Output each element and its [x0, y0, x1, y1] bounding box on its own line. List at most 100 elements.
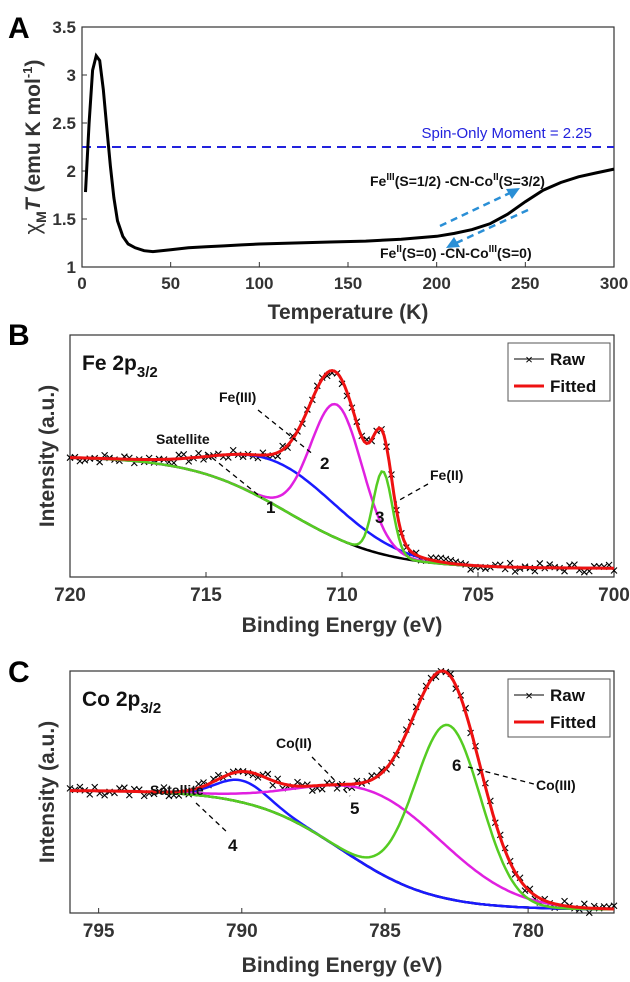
a-xtick-label: 250	[511, 274, 539, 293]
raw-data-point	[580, 900, 588, 908]
ann-lower-co-rest: (S=0)	[497, 245, 532, 261]
xtick-label: 790	[226, 921, 258, 942]
peak-num-4: 4	[228, 836, 238, 855]
annotation-high-spin: FeIII(S=1/2) -CN-CoII(S=3/2)	[370, 172, 545, 189]
legend-box-c	[507, 678, 611, 738]
raw-data-point	[91, 783, 99, 791]
panel-c: C Co 2p3/2 795 790 785 780 × Raw Fitted Co(…	[8, 656, 618, 977]
raw-data-point	[180, 450, 188, 458]
ann-upper-fe-sup: III	[386, 172, 395, 183]
panel-b-xticks: 720 715 710 705 700	[54, 572, 630, 606]
panel-b-ylabel: Intensity (a.u.)	[36, 385, 59, 527]
label-fe-satellite: Satellite	[156, 431, 210, 447]
raw-data-point	[96, 458, 104, 466]
raw-data-point	[294, 778, 301, 786]
raw-data-point	[160, 784, 168, 791]
panel-b-legend: × Raw Fitted	[507, 342, 611, 402]
peak-num-5: 5	[350, 799, 359, 818]
raw-data-point	[76, 783, 84, 791]
raw-data-point	[437, 554, 445, 562]
a-ytick-label: 3	[67, 66, 76, 85]
legend-fitted-label: Fitted	[550, 377, 596, 396]
raw-data-point	[125, 791, 133, 799]
arrow-down-head	[446, 237, 460, 248]
raw-data-point	[101, 791, 109, 799]
panel-c-ylabel: Intensity (a.u.)	[36, 721, 59, 863]
xtick-label: 705	[462, 585, 494, 606]
raw-data-point	[308, 787, 316, 794]
raw-data-point	[269, 781, 277, 789]
panel-a-yticks: 1 1.5 2 2.5 3 3.5	[52, 18, 87, 277]
raw-data-point	[511, 568, 519, 575]
legend-raw-marker: ×	[525, 352, 533, 367]
arrow-up	[439, 190, 513, 228]
raw-data-point	[264, 770, 272, 778]
peak-6-co-iii	[70, 723, 614, 911]
peak-num-1: 1	[266, 498, 275, 517]
a-xtick-label: 100	[245, 274, 273, 293]
panel-c-letter: C	[8, 656, 30, 689]
xtick-label: 700	[598, 585, 630, 606]
raw-data-point	[318, 785, 326, 793]
peak-num-6: 6	[452, 756, 461, 775]
legend-raw-label-c: Raw	[550, 686, 586, 705]
chiT-curve	[84, 52, 615, 254]
peak-2-fe-iii	[70, 402, 614, 570]
ann-lower-fe: Fe	[380, 245, 397, 261]
xtick-label: 720	[54, 585, 86, 606]
a-ytick-label: 2	[67, 162, 76, 181]
xtick-label: 785	[369, 921, 401, 942]
panel-c-legend: × Raw Fitted	[507, 678, 611, 738]
legend-box	[507, 342, 611, 402]
panel-c-title: Co 2p3/2	[82, 688, 161, 717]
ann-upper-fe-rest: (S=1/2) -CN-Co	[395, 173, 493, 189]
leader-co-iii	[467, 766, 535, 785]
xtick-label: 795	[83, 921, 115, 942]
ylabel-sub: M	[33, 211, 49, 223]
ylabel-close: )	[22, 60, 45, 67]
a-ytick-label: 1	[67, 258, 76, 277]
peak-4-satellite	[70, 778, 614, 911]
panel-b-xlabel: Binding Energy (eV)	[242, 614, 443, 637]
ann-upper-co-rest: (S=3/2)	[499, 173, 545, 189]
ann-lower-fe-rest: (S=0) -CN-Co	[402, 245, 489, 261]
ylabel-unit: (emu K mol	[22, 78, 45, 198]
raw-data-point	[195, 449, 202, 457]
peak-1-satellite	[69, 453, 614, 570]
ylabel-T: T	[22, 196, 45, 211]
xtick-label: 710	[326, 585, 358, 606]
raw-data-point	[580, 568, 588, 576]
panel-c-xlabel: Binding Energy (eV)	[242, 954, 443, 977]
leader-co-ii	[311, 756, 351, 797]
legend-fitted-label-c: Fitted	[550, 713, 596, 732]
xtick-label: 780	[512, 921, 544, 942]
panel-b: B Fe 2p3/2 720 715 710 705 700 × Raw Fitted …	[8, 319, 630, 637]
leader-fe-ii	[395, 483, 429, 503]
a-xtick-label: 50	[161, 274, 180, 293]
arrow-down	[453, 208, 529, 246]
a-xtick-label: 0	[77, 274, 86, 293]
fitted-curve	[70, 669, 615, 911]
background-curve	[70, 456, 614, 570]
a-xtick-label: 200	[422, 274, 450, 293]
panel-b-title: Fe 2p3/2	[82, 352, 158, 381]
panel-b-letter: B	[8, 319, 30, 352]
ylabel-sup: -1	[20, 67, 35, 79]
raw-data-point	[531, 567, 539, 575]
arrow-up-head	[506, 188, 520, 199]
panel-c-plot	[66, 667, 618, 917]
label-co-ii: Co(II)	[276, 735, 312, 751]
label-co-satellite: Satellite	[150, 782, 204, 798]
raw-data-point	[585, 909, 593, 917]
transition-arrows	[439, 188, 529, 248]
raw-data-point	[140, 792, 148, 800]
leader-fe-iii	[257, 409, 315, 456]
ann-upper-fe: Fe	[370, 173, 387, 189]
panel-c-xticks: 795 790 785 780	[83, 908, 544, 942]
peak-3-fe-ii	[70, 456, 614, 570]
a-xtick-label: 150	[334, 274, 362, 293]
a-xtick-label: 300	[600, 274, 628, 293]
label-co-iii: Co(III)	[536, 777, 576, 793]
label-fe-iii: Fe(III)	[219, 389, 256, 405]
